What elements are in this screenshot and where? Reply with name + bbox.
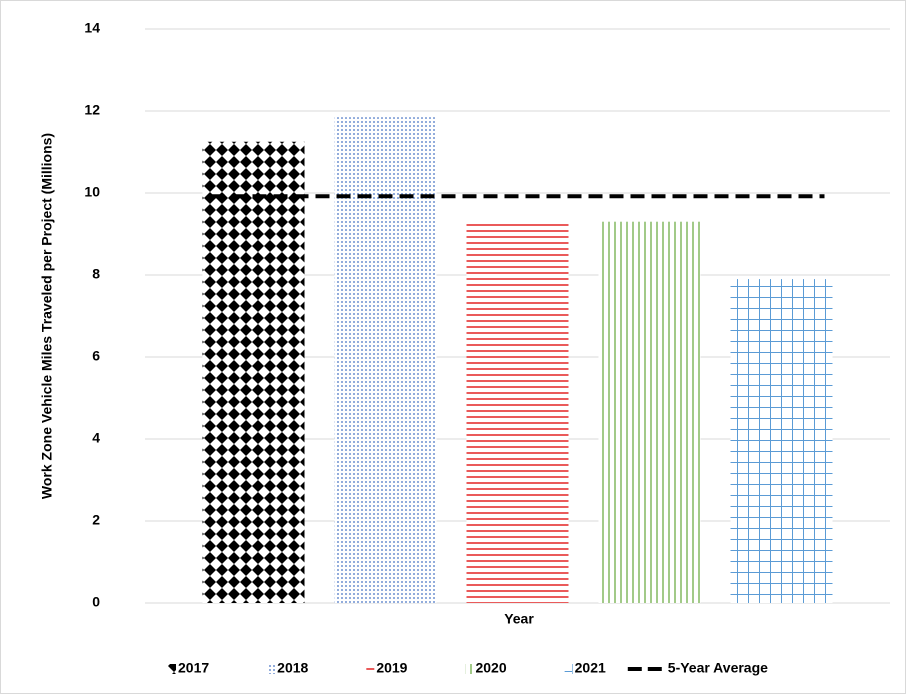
bar: [334, 117, 437, 604]
y-tick-label: 2: [92, 512, 100, 528]
y-tick-label: 12: [84, 102, 100, 118]
legend-label: 2021: [575, 660, 606, 676]
legend-label: 5-Year Average: [668, 660, 768, 676]
y-axis-label: Work Zone Vehicle Miles Traveled per Pro…: [39, 133, 55, 499]
y-tick-label: 14: [84, 20, 100, 36]
y-tick-label: 8: [92, 266, 100, 282]
legend-label: 2019: [376, 660, 407, 676]
legend-label: 2018: [277, 660, 308, 676]
legend-swatch: [267, 664, 276, 674]
legend-swatch: [465, 664, 474, 674]
y-tick-label: 0: [92, 594, 100, 610]
legend-swatch: [366, 664, 375, 674]
legend-label: 2017: [178, 660, 209, 676]
x-axis-label: Year: [504, 611, 534, 627]
y-tick-label: 10: [84, 184, 100, 200]
bar: [466, 221, 569, 603]
bar: [202, 141, 305, 603]
legend-swatch: [564, 664, 573, 674]
y-tick-label: 6: [92, 348, 100, 364]
legend-swatch: [168, 664, 176, 674]
bar: [598, 221, 701, 603]
y-tick-label: 4: [92, 430, 100, 446]
legend-label: 2020: [475, 660, 506, 676]
bar: [730, 279, 833, 603]
